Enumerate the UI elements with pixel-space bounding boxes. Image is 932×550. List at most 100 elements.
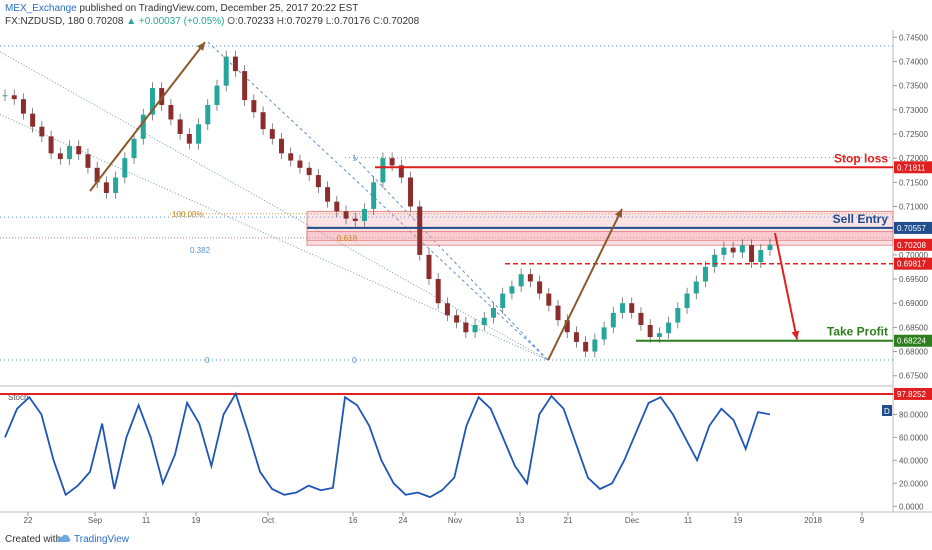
candle <box>306 167 312 176</box>
price-tick-label: 0.69500 <box>899 275 928 284</box>
candle <box>315 175 321 188</box>
candle <box>693 281 699 294</box>
candle <box>638 312 644 325</box>
time-tick-label: 19 <box>192 516 201 525</box>
candle <box>620 303 626 313</box>
arrow-up-1-head <box>196 42 205 51</box>
candle <box>260 112 266 130</box>
candle <box>500 293 506 309</box>
price-tick-label: 0.67500 <box>899 372 928 381</box>
trend-line-upper <box>0 51 549 361</box>
price-tick-label: 0.71500 <box>899 178 928 187</box>
price-change: +0.00037 (+0.05%) <box>138 16 225 27</box>
last-price: 0.70208 <box>87 16 124 27</box>
time-tick-label: 2018 <box>804 516 822 525</box>
time-tick-label: Sep <box>88 516 103 525</box>
stoch-tick-label: 40.0000 <box>899 456 928 465</box>
symbol-name[interactable]: FX:NZDUSD, 180 <box>5 16 85 27</box>
candle <box>113 177 119 193</box>
high-value: 0.70279 <box>286 16 323 27</box>
publisher-link[interactable]: MEX_Exchange <box>5 3 77 14</box>
candle <box>444 303 450 316</box>
candle <box>159 88 165 105</box>
time-tick-label: 22 <box>24 516 33 525</box>
price-tick-label: 0.74000 <box>899 57 928 66</box>
time-tick-label: 21 <box>564 516 573 525</box>
candle <box>675 308 681 323</box>
symbol-line: FX:NZDUSD, 180 0.70208 ▲ +0.00037 (+0.05… <box>5 16 419 27</box>
fib-382-label: 0.382 <box>190 246 211 255</box>
fib-diagonal <box>207 41 549 361</box>
time-tick-label: Nov <box>448 516 462 525</box>
candle <box>67 146 73 160</box>
sell-entry-price-tag-text: 0.70557 <box>897 224 926 233</box>
price-tick-label: 0.71000 <box>899 203 928 212</box>
candle <box>472 324 478 333</box>
stoch-tick-label: 60.0000 <box>899 433 928 442</box>
trend-line-lower <box>0 114 549 361</box>
chart-footer: Created with TradingView <box>0 528 932 550</box>
candle <box>629 303 635 313</box>
candle <box>749 245 755 263</box>
low-value: 0.70176 <box>334 16 371 27</box>
tradingview-cloud-icon <box>57 534 71 542</box>
candle <box>20 99 26 114</box>
candle <box>223 56 229 86</box>
candle <box>177 119 183 134</box>
price-tick-label: 0.73000 <box>899 106 928 115</box>
candle <box>343 211 349 219</box>
candle <box>592 339 598 352</box>
candle <box>380 158 386 183</box>
price-tick-label: 0.68500 <box>899 323 928 332</box>
stoch-tick-label: 0.0000 <box>899 502 924 511</box>
candle <box>721 247 727 255</box>
candle <box>186 133 192 144</box>
price-tick-label: 0.72000 <box>899 154 928 163</box>
candle <box>656 333 662 338</box>
candle <box>269 129 275 139</box>
candle <box>94 167 100 183</box>
candle <box>481 317 487 325</box>
time-tick-label: 9 <box>860 516 865 525</box>
candle <box>371 182 377 209</box>
stoch-d-badge-text: D <box>884 407 890 416</box>
candle <box>251 100 257 113</box>
stoch-tick-label: 80.0000 <box>899 410 928 419</box>
stoch-d-badge <box>882 405 892 416</box>
time-tick-label: 16 <box>349 516 358 525</box>
sell-entry-price-tag <box>894 221 932 234</box>
candle <box>666 322 672 334</box>
candle <box>546 293 552 306</box>
stoch-line <box>4 391 771 499</box>
candle <box>85 154 91 168</box>
fib-zero-label: 0 <box>205 356 210 365</box>
candle <box>205 104 211 125</box>
arrow-up-2 <box>547 208 623 361</box>
stop-loss-price-tag-text: 0.71811 <box>897 163 926 172</box>
support-price-tag <box>894 257 932 270</box>
candle <box>297 160 303 168</box>
candle <box>435 279 441 304</box>
tradingview-link[interactable]: TradingView <box>74 534 130 545</box>
triangle-up-icon: ▲ <box>126 16 137 27</box>
price-tick-label: 0.70000 <box>899 251 928 260</box>
fib-diagonal-2 <box>354 157 549 361</box>
published-text: published on TradingView.com, December 2… <box>79 3 359 14</box>
candle <box>168 104 174 120</box>
candle <box>417 206 423 255</box>
candle <box>426 254 432 280</box>
candle <box>57 153 63 160</box>
candle <box>601 327 607 340</box>
stoch-level-tag <box>894 387 932 400</box>
arrow-up-2-head <box>614 208 622 218</box>
candle <box>334 201 340 212</box>
price-tick-label: 0.69000 <box>899 299 928 308</box>
take-profit-price-tag-text: 0.68224 <box>897 337 926 346</box>
sell-zone <box>306 210 894 241</box>
candle <box>767 244 773 251</box>
candle <box>518 274 524 287</box>
candle <box>509 286 515 294</box>
low-label: L: <box>325 16 335 27</box>
arrow-down-target <box>774 232 798 340</box>
